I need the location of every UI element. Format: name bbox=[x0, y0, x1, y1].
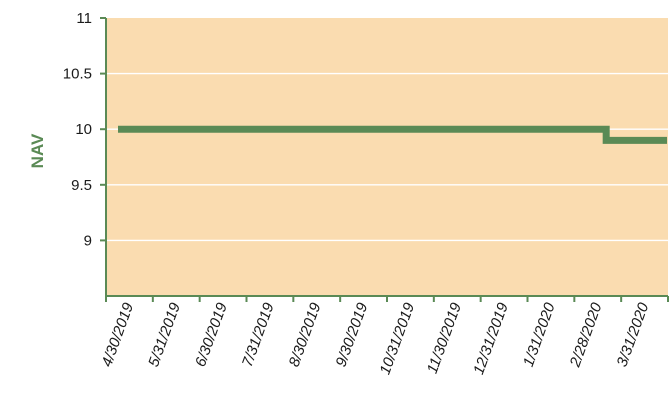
x-tick-labels: 4/30/2019 5/31/2019 6/30/2019 7/31/2019 8/30… bbox=[98, 300, 652, 377]
x-tick-label: 2/28/2020 bbox=[566, 300, 605, 370]
x-tick-label: 7/31/2019 bbox=[239, 300, 278, 369]
axes bbox=[100, 17, 669, 302]
x-tick-label: 9/30/2019 bbox=[333, 300, 372, 369]
y-tick-label: 9 bbox=[84, 232, 92, 249]
x-tick-label: 5/31/2019 bbox=[145, 300, 184, 369]
y-tick-labels: 11 10.5 10 9.5 9 bbox=[63, 10, 92, 249]
x-tick-label: 3/31/2020 bbox=[614, 300, 653, 369]
plot-background bbox=[106, 18, 668, 296]
nav-series-line bbox=[118, 125, 667, 144]
y-tick-label: 10 bbox=[75, 121, 92, 138]
x-tick-label: 11/30/2019 bbox=[424, 300, 465, 376]
x-tick-label: 12/31/2019 bbox=[470, 300, 512, 377]
y-tick-label: 9.5 bbox=[71, 177, 92, 194]
x-tick-label: 4/30/2019 bbox=[98, 300, 137, 369]
x-tick-label: 8/30/2019 bbox=[286, 300, 325, 369]
y-axis-label: NAV bbox=[28, 133, 47, 168]
x-tick-label: 1/31/2020 bbox=[520, 300, 559, 369]
y-tick-label: 10.5 bbox=[63, 66, 92, 83]
series-layer bbox=[118, 125, 667, 144]
y-tick-label: 11 bbox=[76, 10, 92, 27]
x-tick-label: 10/31/2019 bbox=[377, 300, 419, 377]
x-tick-label: 6/30/2019 bbox=[192, 300, 231, 369]
